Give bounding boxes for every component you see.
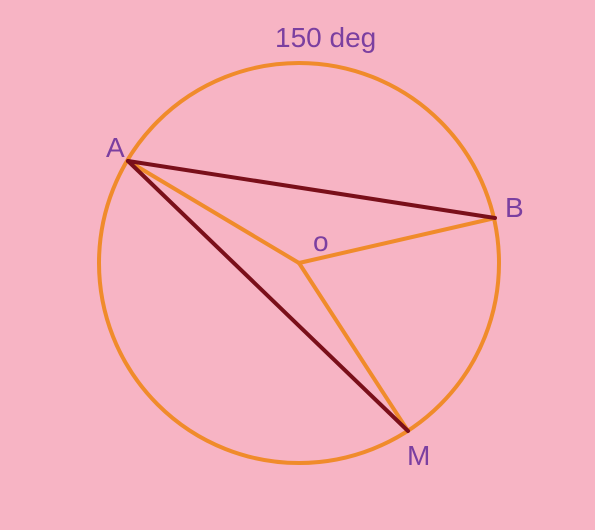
background: [0, 0, 595, 530]
point-a-label: A: [106, 132, 125, 164]
point-m-label: M: [407, 440, 430, 472]
center-o-label: o: [313, 226, 329, 258]
geometry-figure: [0, 0, 595, 530]
arc-label: 150 deg: [275, 22, 376, 54]
point-b-label: B: [505, 192, 524, 224]
